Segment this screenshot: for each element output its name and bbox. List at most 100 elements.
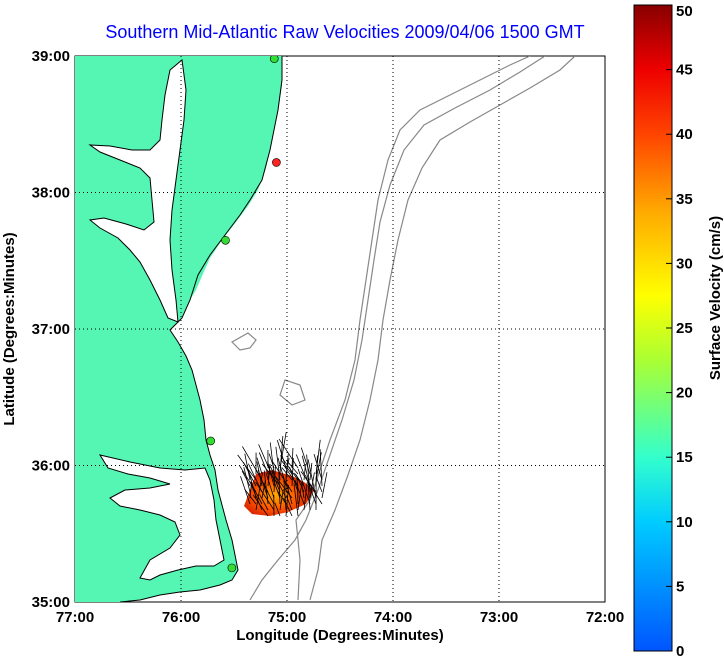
land-delmarva	[186, 56, 282, 300]
velocity-vector	[307, 459, 317, 499]
velocity-vector	[258, 452, 269, 475]
velocity-vector	[283, 477, 287, 511]
colorbar-tick-label: 35	[676, 191, 693, 208]
colorbar-tick-label: 5	[676, 578, 684, 595]
sound-outline	[98, 454, 225, 581]
velocity-vector	[307, 483, 311, 511]
colorbar-tick-label: 20	[676, 385, 693, 402]
bathymetry-contour	[279, 379, 306, 406]
velocity-vector	[283, 497, 293, 517]
velocity-vector	[281, 467, 293, 481]
y-tick-label: 39:00	[32, 48, 70, 65]
velocity-vector	[272, 479, 281, 499]
station-markers	[206, 56, 281, 573]
colorbar	[633, 4, 673, 652]
station-marker	[206, 436, 215, 446]
bathymetry-contour	[249, 56, 546, 601]
x-tick-label: 76:00	[162, 609, 200, 626]
velocity-vector	[280, 459, 293, 475]
x-tick-label: 75:00	[268, 609, 306, 626]
colorbar-tick-label: 0	[676, 643, 684, 659]
y-tick-label: 36:00	[32, 458, 70, 475]
velocity-vector	[267, 461, 275, 487]
bathymetry-contour	[231, 332, 257, 351]
velocity-vector	[276, 439, 287, 469]
velocity-vector	[255, 481, 275, 511]
pamlico-sound	[100, 455, 224, 580]
velocity-vector	[252, 494, 269, 517]
velocity-vector	[300, 447, 311, 475]
x-axis-ticks: 77:00 76:00 75:00 74:00 73:00 72:00	[56, 609, 624, 626]
colorbar-tick-label: 40	[676, 126, 693, 143]
velocity-vector	[286, 483, 293, 505]
velocity-vector	[291, 448, 294, 469]
velocity-vector	[279, 489, 284, 511]
station-marker	[269, 56, 279, 64]
velocity-vector	[271, 471, 281, 493]
velocity-vector	[269, 442, 275, 475]
y-tick-label: 38:00	[32, 185, 70, 202]
velocity-vector	[289, 466, 299, 493]
velocity-vector	[261, 479, 266, 499]
velocity-vector	[274, 502, 281, 517]
velocity-vector	[261, 463, 281, 487]
velocity-vector	[280, 455, 299, 481]
colorbar-label: Surface Velocity (cm/s)	[707, 216, 724, 380]
velocity-vector	[303, 482, 308, 511]
chesapeake-bay	[90, 60, 186, 322]
x-axis-label: Longitude (Degrees:Minutes)	[236, 627, 444, 644]
colorbar-tick-label: 45	[676, 62, 693, 79]
velocity-vector	[263, 485, 275, 505]
velocity-vector	[316, 477, 323, 493]
x-tick-label: 74:00	[374, 609, 412, 626]
velocity-vector	[319, 449, 323, 487]
bathymetry-contour	[295, 56, 531, 601]
velocity-vector	[296, 478, 299, 505]
velocity-vector	[244, 489, 257, 505]
velocity-vector	[248, 463, 263, 493]
velocity-vector	[300, 471, 317, 493]
grid-lines	[75, 56, 605, 602]
bay-outline	[88, 59, 187, 323]
map-title: Southern Mid-Atlantic Raw Velocities 200…	[105, 22, 585, 42]
velocity-vector	[301, 483, 305, 499]
velocity-vector	[243, 467, 251, 493]
velocity-vector	[297, 468, 311, 505]
station-marker	[221, 235, 230, 245]
velocity-vector	[258, 444, 275, 481]
y-tick-label: 37:00	[32, 321, 70, 338]
colorbar-tick-label: 30	[676, 255, 693, 272]
velocity-vector	[259, 494, 269, 511]
velocity-vector	[294, 480, 305, 505]
colorbar-tick-label: 15	[676, 449, 693, 466]
velocity-vector	[297, 487, 302, 511]
colorbar-tick-label: 50	[676, 3, 693, 20]
velocity-vector	[293, 483, 299, 517]
velocity-vector	[285, 459, 299, 475]
velocity-vector	[278, 472, 281, 505]
velocity-vectors	[237, 432, 328, 517]
velocity-vector	[277, 457, 287, 487]
velocity-vector	[295, 454, 305, 475]
map-layer	[75, 56, 605, 602]
velocity-vector	[321, 472, 328, 499]
velocity-vector	[249, 481, 263, 505]
velocity-vector	[265, 473, 275, 499]
x-tick-label: 72:00	[586, 609, 624, 626]
x-tick-label: 73:00	[480, 609, 518, 626]
velocity-vector	[285, 495, 293, 511]
velocity-vector	[263, 470, 269, 505]
colorbar-tick-label: 25	[676, 320, 693, 337]
x-tick-label: 77:00	[56, 609, 94, 626]
velocity-vector	[309, 472, 315, 499]
station-marker	[227, 563, 237, 573]
velocity-vector	[269, 464, 287, 499]
velocity-vector	[278, 438, 299, 469]
velocity-vector	[305, 477, 323, 505]
colorbar-ticks: 0 5 10 15 20 25 30 35 40 45 50	[666, 3, 693, 659]
velocity-vector	[257, 469, 269, 499]
velocity-vector	[277, 491, 287, 505]
velocity-vector	[241, 470, 251, 487]
y-axis-label: Latitude (Degrees:Minutes)	[1, 232, 18, 425]
